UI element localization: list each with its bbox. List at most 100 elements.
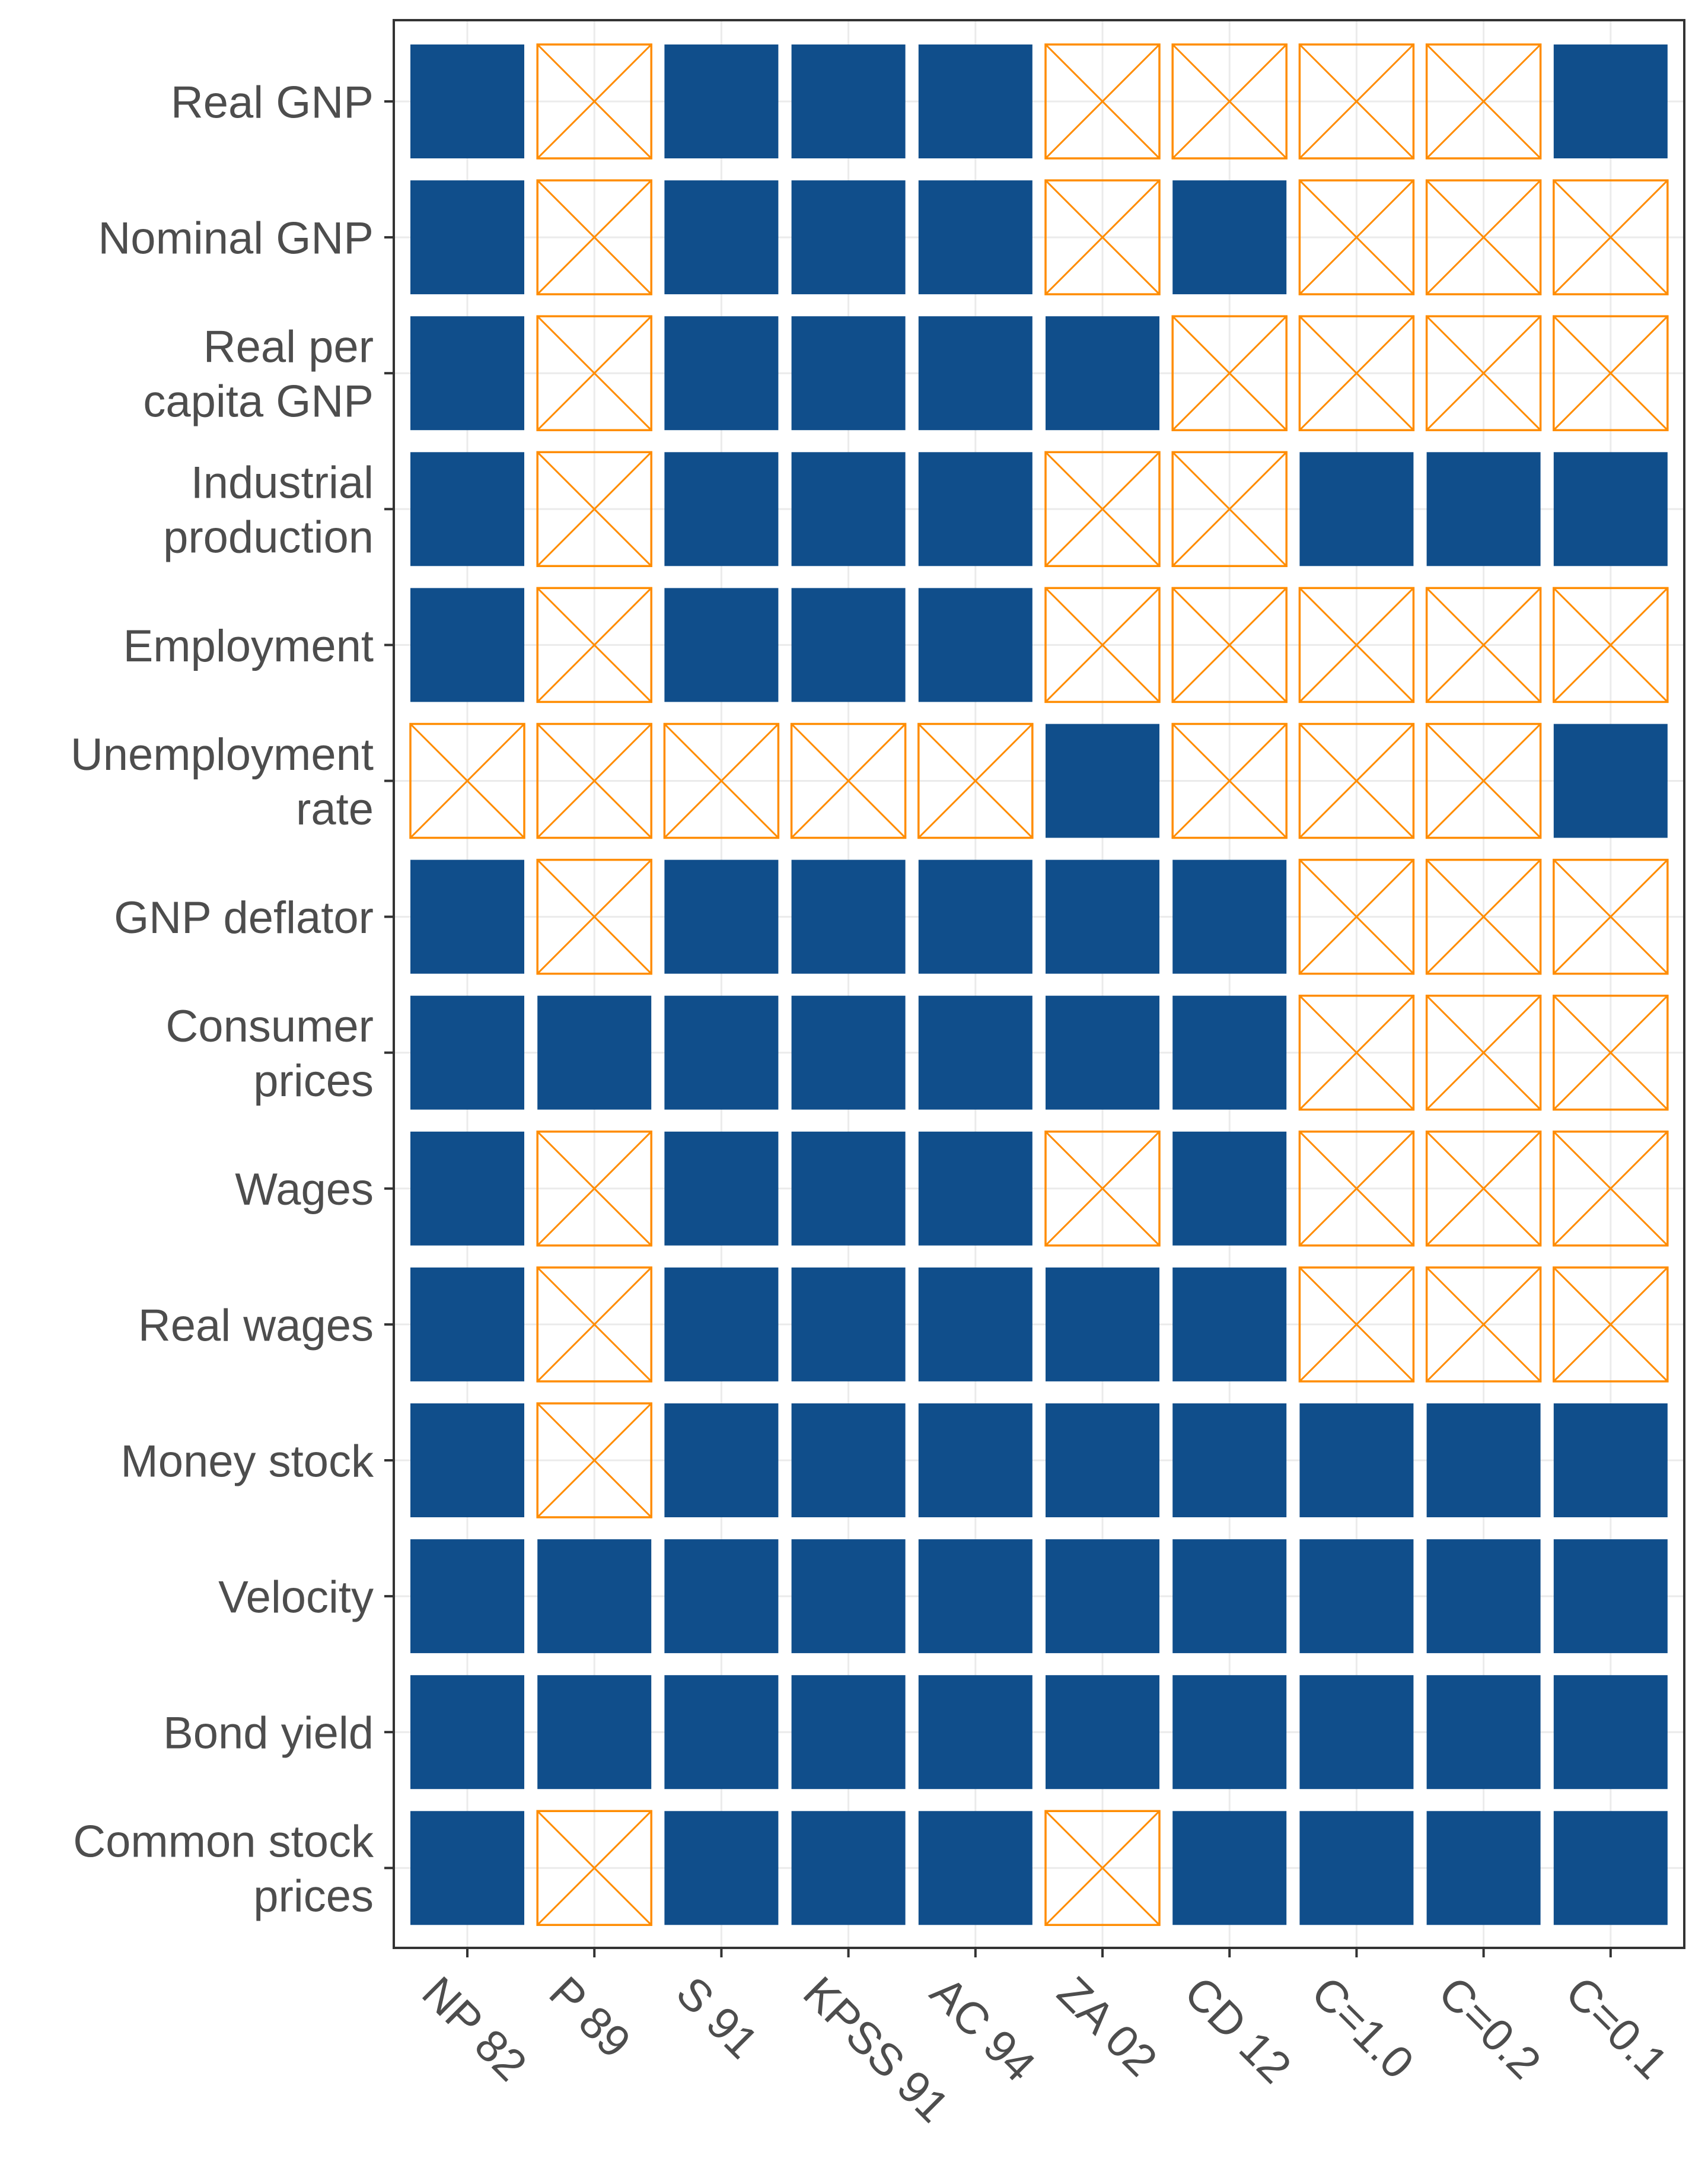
- cell-crossed: [1425, 315, 1542, 431]
- outlined-square: [1425, 179, 1542, 295]
- cell-crossed: [1553, 994, 1669, 1111]
- y-tick-label: Nominal GNP: [98, 213, 374, 263]
- cell-crossed: [917, 722, 1034, 839]
- cross-line: [1044, 43, 1161, 160]
- cross-line: [1172, 316, 1288, 431]
- x-tick-label: AC 94: [920, 1967, 1044, 2091]
- cell-crossed: [790, 722, 907, 839]
- outlined-square: [536, 451, 652, 568]
- filled-square: [791, 859, 906, 974]
- filled-square: [918, 588, 1033, 702]
- cross-line: [1426, 43, 1541, 160]
- filled-square: [791, 316, 906, 431]
- cell-crossed: [1298, 179, 1415, 295]
- filled-square: [1426, 1675, 1541, 1790]
- cross-line: [537, 1266, 652, 1382]
- outlined-square: [1171, 587, 1288, 703]
- filled-square: [791, 1131, 906, 1246]
- cell-filled: [1426, 1539, 1541, 1654]
- cross-line: [1299, 1131, 1414, 1246]
- cross-line: [537, 587, 652, 703]
- y-tick-label-line: Employment: [123, 621, 374, 671]
- outlined-square: [536, 315, 652, 431]
- cross-line: [537, 723, 652, 839]
- cell-crossed: [1044, 587, 1161, 703]
- cell-filled: [1046, 724, 1159, 838]
- cell-filled: [410, 1267, 524, 1381]
- cell-filled: [410, 1131, 524, 1246]
- filled-square: [918, 995, 1033, 1110]
- cross-line: [537, 180, 652, 295]
- cell-filled: [918, 1811, 1033, 1925]
- outlined-square: [1425, 994, 1542, 1111]
- cross-line: [664, 723, 779, 839]
- cell-filled: [791, 1811, 906, 1925]
- outlined-square: [536, 858, 652, 975]
- cross-line: [1299, 995, 1414, 1110]
- filled-square: [410, 44, 524, 158]
- y-tick-label: Common stock prices: [73, 1817, 374, 1922]
- y-tick-label-line: prices: [253, 1871, 374, 1922]
- cross-line: [537, 43, 652, 160]
- y-tick-label-line: Real GNP: [171, 77, 374, 128]
- cell-filled: [1299, 1811, 1414, 1925]
- y-tick-label-line: Money stock: [120, 1436, 374, 1486]
- y-tick-label-line: capita GNP: [143, 377, 374, 427]
- filled-square: [1172, 1675, 1287, 1790]
- filled-square: [664, 44, 779, 158]
- cross-line: [1426, 180, 1541, 295]
- outlined-square: [1553, 179, 1669, 295]
- outlined-square: [1298, 43, 1415, 160]
- cell-crossed: [1298, 43, 1415, 160]
- cell-filled: [1046, 859, 1159, 974]
- outlined-square: [536, 1810, 652, 1927]
- filled-square: [410, 995, 524, 1110]
- cell-filled: [664, 180, 779, 295]
- outlined-square: [1553, 994, 1669, 1111]
- cross-line: [1299, 859, 1414, 975]
- cross-line: [1172, 43, 1288, 160]
- filled-square: [410, 1811, 524, 1925]
- cell-filled: [1553, 1403, 1668, 1517]
- filled-square: [1172, 859, 1287, 974]
- cell-crossed: [1298, 994, 1415, 1111]
- filled-square: [791, 1539, 906, 1654]
- outlined-square: [1044, 179, 1161, 295]
- filled-square: [791, 1675, 906, 1790]
- cross-line: [1044, 451, 1161, 567]
- outlined-square: [1298, 722, 1415, 839]
- cross-line: [537, 1131, 652, 1246]
- cell-filled: [791, 1131, 906, 1246]
- cell-crossed: [1044, 1810, 1161, 1927]
- cell-filled: [918, 180, 1033, 295]
- x-tick-label: P 89: [540, 1967, 640, 2068]
- x-tick-label: C=0.1: [1556, 1967, 1677, 2088]
- cell-filled: [664, 588, 779, 702]
- cell-filled: [1426, 1403, 1541, 1517]
- outlined-square: [1425, 1131, 1542, 1247]
- cell-filled: [1172, 1131, 1287, 1246]
- filled-square: [1046, 724, 1159, 838]
- outlined-square: [1044, 451, 1161, 568]
- cross-line: [1172, 451, 1288, 567]
- cell-crossed: [536, 179, 652, 295]
- cross-line: [791, 723, 906, 839]
- filled-square: [791, 588, 906, 702]
- cell-filled: [1172, 859, 1287, 974]
- cell-crossed: [1298, 315, 1415, 431]
- filled-square: [791, 180, 906, 295]
- cell-crossed: [536, 1131, 652, 1247]
- filled-square: [1426, 452, 1541, 566]
- cell-filled: [918, 1131, 1033, 1246]
- cell-filled: [410, 44, 524, 158]
- cell-crossed: [1425, 722, 1542, 839]
- outlined-square: [1425, 43, 1542, 160]
- filled-square: [918, 180, 1033, 295]
- cell-crossed: [1553, 587, 1669, 703]
- cross-line: [1299, 316, 1414, 431]
- cell-filled: [791, 1403, 906, 1517]
- cell-filled: [410, 180, 524, 295]
- cell-crossed: [536, 1266, 652, 1383]
- cell-crossed: [1425, 994, 1542, 1111]
